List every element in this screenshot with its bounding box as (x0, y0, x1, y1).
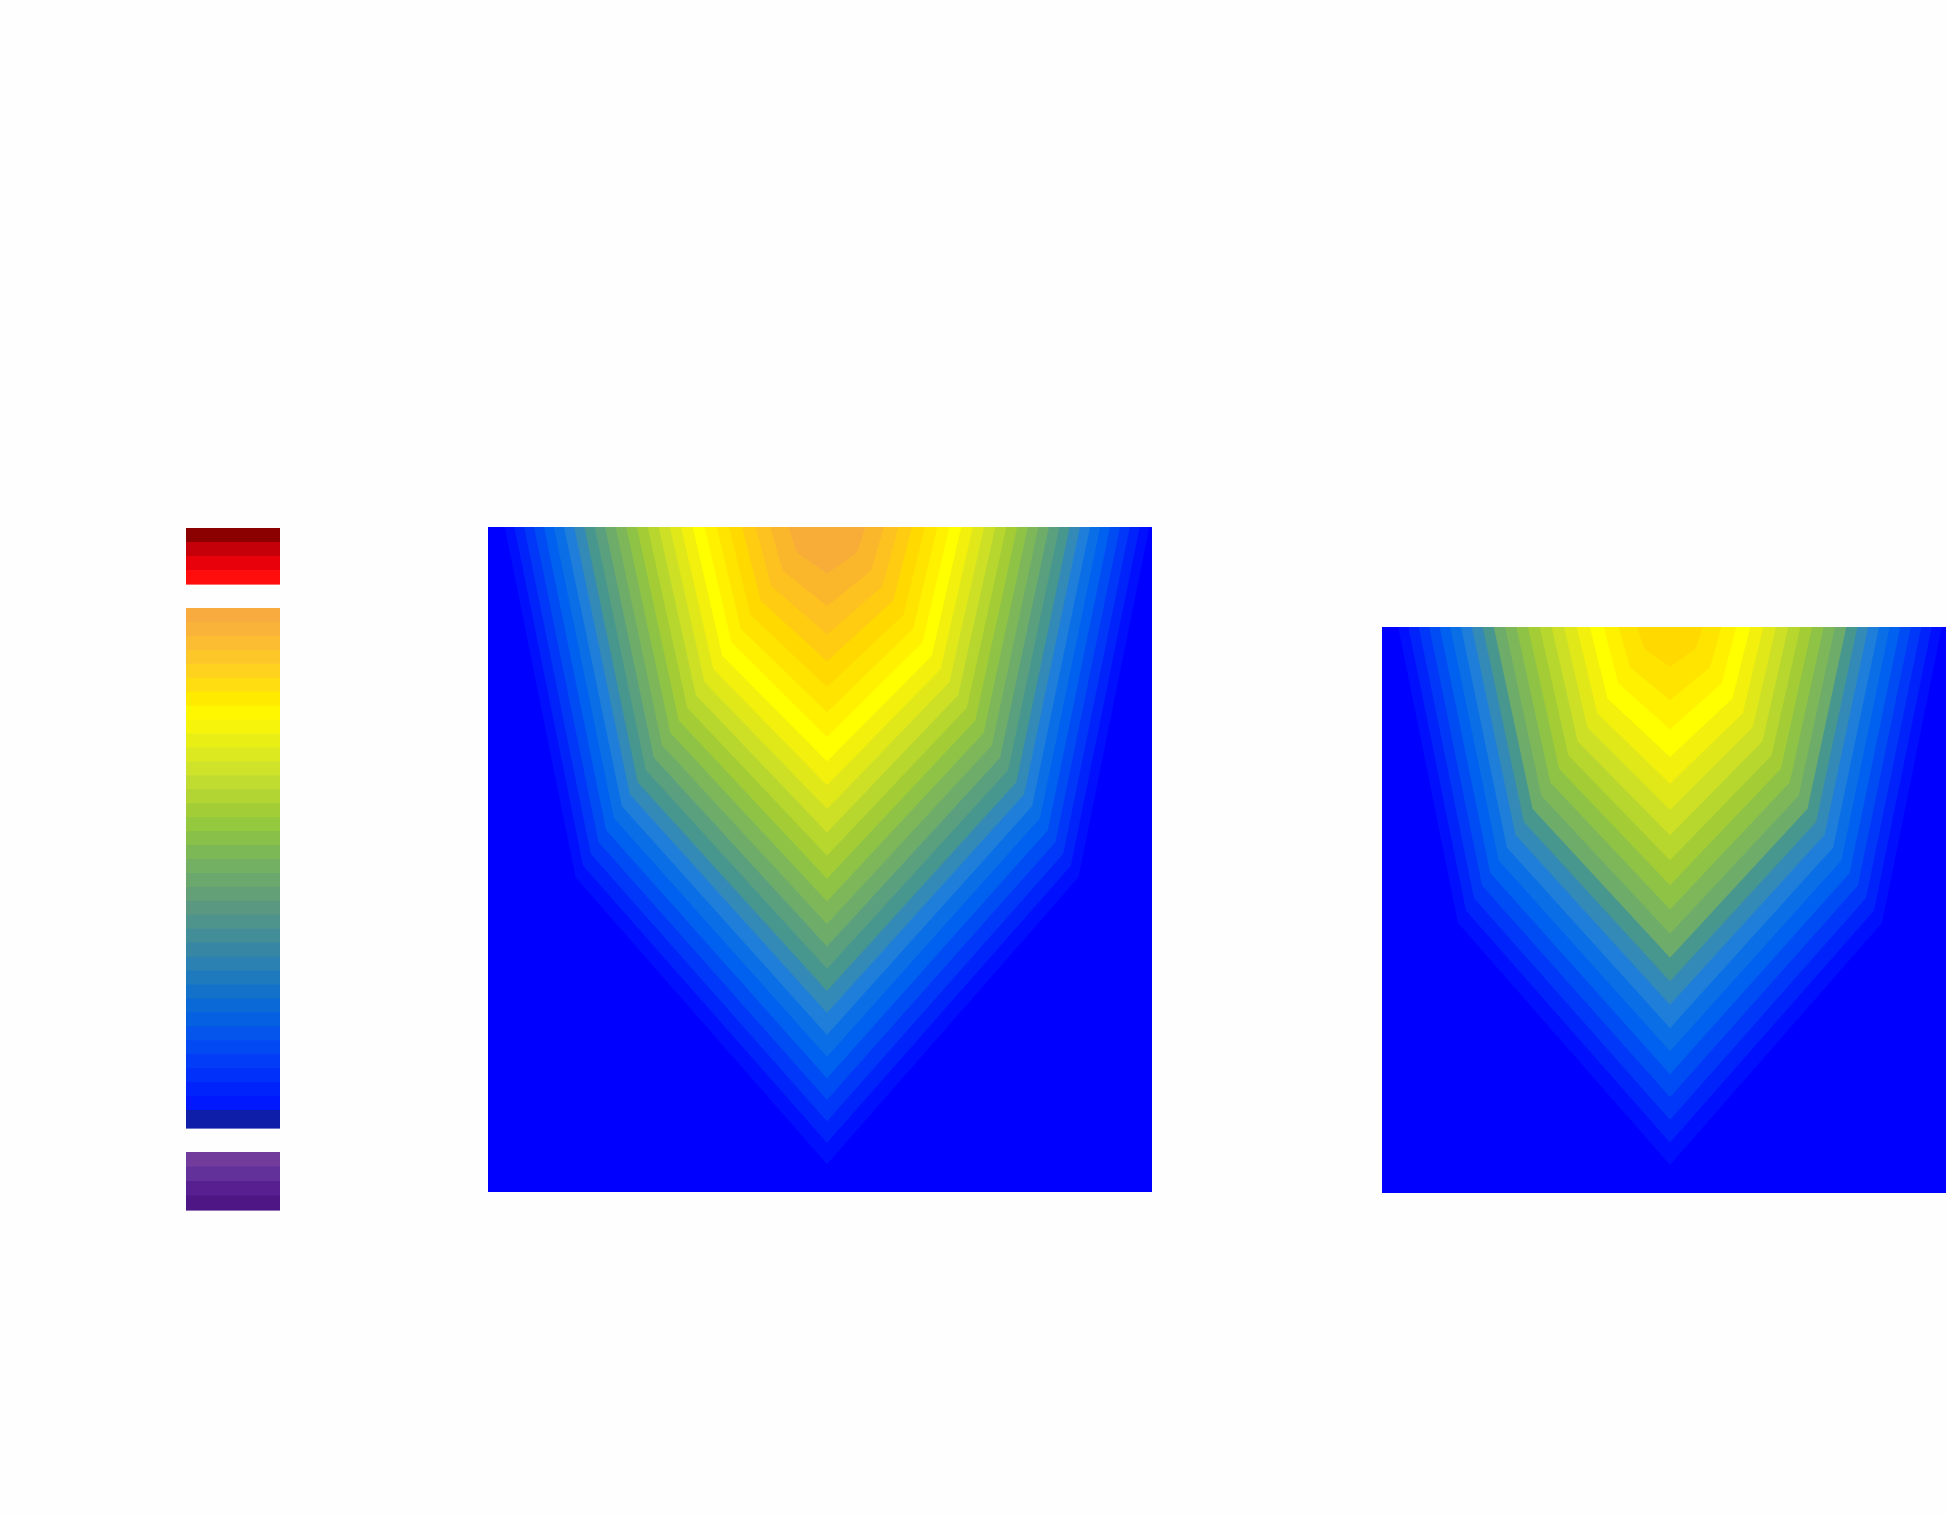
contour-band (1637, 627, 1703, 667)
colorbar-swatch (186, 831, 280, 846)
colorbar-swatch (186, 998, 280, 1013)
colorbar-swatch (186, 803, 280, 818)
colorbar-swatch (186, 872, 280, 888)
colorbar-swatch (186, 775, 280, 790)
colorbar-swatch (186, 1152, 280, 1168)
colorbar-swatch (186, 970, 280, 986)
colorbar-swatch (186, 649, 280, 665)
colorbar-swatch (186, 761, 280, 776)
colorbar-swatch (186, 1082, 280, 1097)
colorbar-swatch (186, 928, 280, 944)
colorbar-swatch (186, 570, 280, 585)
colorbar-swatch (186, 845, 280, 860)
colorbar-swatch (186, 608, 280, 623)
colorbar-swatch (186, 677, 280, 693)
colorbar-swatch (186, 635, 280, 651)
colorbar-swatch (186, 705, 280, 721)
colorbar-swatch (186, 542, 280, 557)
colorbar-swatch (186, 663, 280, 679)
colorbar-swatch (186, 691, 280, 707)
colorbar-swatch (186, 528, 280, 543)
contour-band (788, 527, 866, 574)
colorbar-swatch (186, 1026, 280, 1041)
colorbar-swatch (186, 886, 280, 902)
colorbar-swatch (186, 556, 280, 571)
colorbar-swatch (186, 1181, 280, 1197)
colorbar-swatch (186, 621, 280, 637)
colorbar-swatch (186, 1068, 280, 1083)
colorbar-swatch (186, 733, 280, 749)
colorbar-swatch (186, 900, 280, 916)
colorbar-swatch (186, 1040, 280, 1055)
colorbar-swatch (186, 719, 280, 735)
colorbar-swatch (186, 1012, 280, 1027)
colorbar-swatch (186, 942, 280, 958)
colorbar-swatch (186, 789, 280, 804)
contour-panel-left (488, 527, 1152, 1192)
colorbar-swatch (186, 747, 280, 762)
colorbar-swatch (186, 1054, 280, 1069)
colorbar-swatch (186, 914, 280, 930)
colorbar-swatch (186, 1096, 280, 1111)
colorbar-swatch (186, 1110, 280, 1129)
colorbar-swatch (186, 859, 280, 874)
colorbar-swatch (186, 817, 280, 832)
colorbar-swatch (186, 1195, 280, 1211)
colorbar (186, 528, 280, 1211)
colorbar-swatch (186, 1166, 280, 1182)
colorbar-swatch (186, 956, 280, 972)
colorbar-swatch (186, 984, 280, 1000)
contour-panel-right (1382, 627, 1946, 1193)
